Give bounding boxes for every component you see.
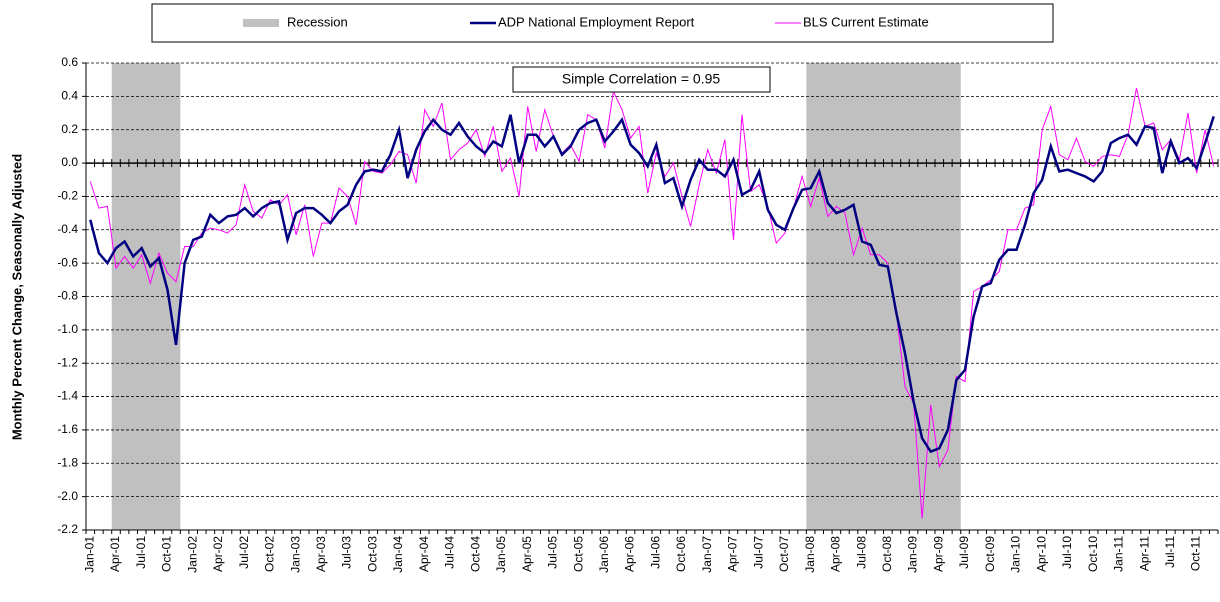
- x-tick-label: Jan-08: [803, 536, 817, 573]
- x-tick-label: Jan-09: [906, 536, 920, 573]
- y-tick-label: 0.6: [61, 55, 78, 69]
- annotation-box: [512, 66, 771, 93]
- x-tick-label: Apr-06: [623, 536, 637, 572]
- y-tick-label: 0.2: [61, 122, 78, 136]
- y-tick-label: -0.8: [57, 289, 78, 303]
- legend-box: [151, 3, 1054, 43]
- x-tick-label: Apr-11: [1137, 536, 1151, 571]
- x-tick-label: Apr-07: [726, 536, 740, 572]
- y-tick-label: 0.4: [61, 89, 78, 103]
- y-tick-label: -0.4: [57, 222, 78, 236]
- y-tick-label: -1.2: [57, 355, 78, 369]
- x-tick-label: Jan-05: [494, 536, 508, 573]
- y-tick-label: -1.0: [57, 322, 78, 336]
- x-tick-label: Jul-10: [1060, 536, 1074, 569]
- x-tick-label: Apr-10: [1034, 536, 1048, 572]
- x-tick-label: Oct-03: [365, 536, 379, 572]
- x-tick-label: Oct-06: [674, 536, 688, 572]
- y-tick-label: -1.8: [57, 455, 78, 469]
- x-tick-label: Apr-03: [314, 536, 328, 572]
- x-tick-label: Apr-01: [108, 536, 122, 572]
- y-tick-label: -2.2: [57, 522, 78, 536]
- x-tick-label: Jan-10: [1009, 536, 1023, 573]
- annotation: Simple Correlation = 0.95: [562, 71, 721, 87]
- x-tick-label: Apr-04: [417, 536, 431, 572]
- x-tick-label: Jul-04: [443, 536, 457, 569]
- x-tick-label: Jul-03: [340, 536, 354, 569]
- x-tick-label: Jul-02: [237, 536, 251, 569]
- y-axis-title: Monthly Percent Change, Seasonally Adjus…: [9, 154, 24, 440]
- x-tick-label: Jul-06: [648, 536, 662, 569]
- legend-label: ADP National Employment Report: [498, 14, 695, 29]
- x-tick-label: Oct-01: [160, 536, 174, 572]
- x-tick-label: Apr-09: [931, 536, 945, 572]
- x-tick-label: Jul-09: [957, 536, 971, 569]
- x-tick-label: Jul-05: [546, 536, 560, 569]
- x-tick-label: Jan-03: [288, 536, 302, 573]
- x-tick-label: Jan-02: [185, 536, 199, 573]
- x-tick-label: Oct-05: [571, 536, 585, 572]
- x-tick-label: Jan-11: [1112, 536, 1126, 572]
- y-tick-label: -0.6: [57, 255, 78, 269]
- series-line: [89, 87, 1215, 519]
- x-tick-label: Apr-05: [520, 536, 534, 572]
- legend-label: BLS Current Estimate: [803, 14, 929, 29]
- y-tick-label: -1.4: [57, 389, 78, 403]
- y-tick-label: -0.2: [57, 189, 78, 203]
- x-tick-label: Jul-08: [854, 536, 868, 569]
- x-tick-label: Oct-08: [880, 536, 894, 572]
- x-tick-label: Jul-07: [751, 536, 765, 569]
- y-tick-label: -1.6: [57, 422, 78, 436]
- x-tick-label: Jan-04: [391, 536, 405, 573]
- x-tick-label: Oct-10: [1086, 536, 1100, 572]
- legend-swatch: [243, 19, 279, 27]
- y-tick-label: -2.0: [57, 489, 78, 503]
- x-tick-label: Jan-07: [700, 536, 714, 573]
- x-tick-label: Oct-09: [983, 536, 997, 572]
- x-tick-label: Jul-11: [1163, 536, 1177, 568]
- x-tick-label: Oct-11: [1189, 536, 1203, 571]
- x-tick-label: Jul-01: [134, 536, 148, 569]
- x-tick-label: Apr-02: [211, 536, 225, 572]
- legend-label: Recession: [287, 14, 348, 29]
- series-line: [89, 114, 1215, 454]
- x-tick-label: Jan-06: [597, 536, 611, 573]
- x-tick-label: Oct-02: [263, 536, 277, 572]
- x-tick-label: Jan-01: [82, 536, 96, 573]
- y-tick-label: 0.0: [61, 155, 78, 169]
- x-tick-label: Apr-08: [829, 536, 843, 572]
- x-tick-label: Oct-07: [777, 536, 791, 572]
- x-tick-label: Oct-04: [468, 536, 482, 572]
